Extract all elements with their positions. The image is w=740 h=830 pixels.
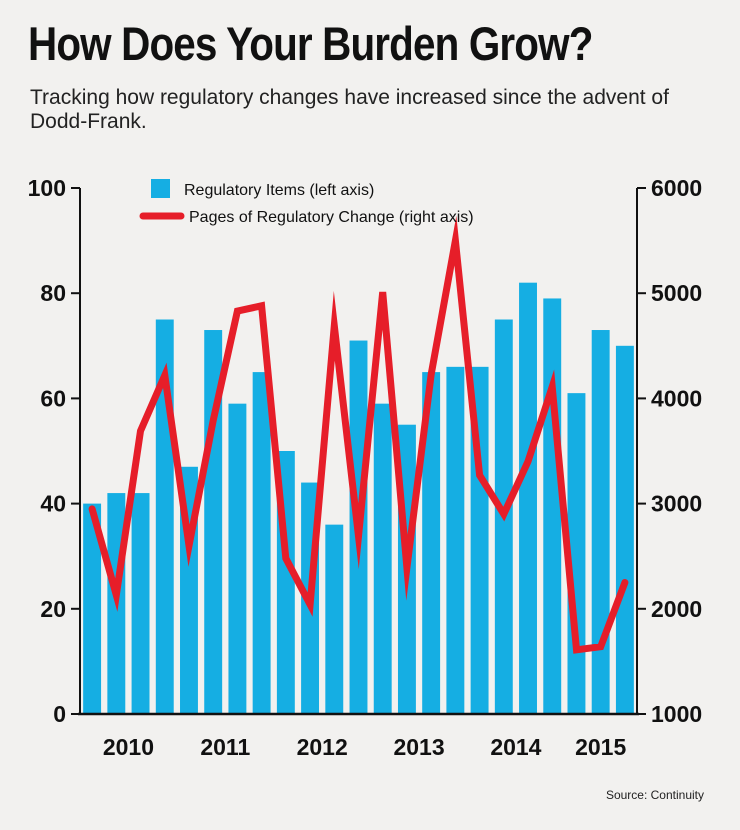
- line-group: [88, 215, 629, 654]
- right-axis-tick-label: 1000: [651, 701, 702, 727]
- right-axis-tick-label: 5000: [651, 280, 702, 306]
- x-axis-tick-label: 2015: [575, 734, 626, 760]
- x-axis-tick-label: 2011: [200, 734, 250, 760]
- bar: [543, 298, 562, 714]
- bar: [252, 372, 271, 714]
- legend-label-bars: Regulatory Items (left axis): [184, 182, 374, 199]
- bar: [325, 524, 344, 714]
- chart-subtitle: Tracking how regulatory changes have inc…: [30, 86, 669, 133]
- right-axis-tick-label: 6000: [651, 175, 702, 201]
- bar: [591, 330, 610, 714]
- source-note: Source: Continuity: [605, 788, 704, 802]
- bar: [228, 403, 247, 714]
- bar: [446, 366, 465, 714]
- bar: [131, 493, 150, 714]
- x-axis-tick-label: 2014: [490, 734, 541, 760]
- bar: [83, 503, 102, 714]
- left-axis-tick-label: 20: [40, 596, 66, 622]
- bar: [373, 403, 392, 714]
- left-axis-tick-label: 60: [40, 385, 66, 411]
- x-axis-tick-label: 2013: [393, 734, 444, 760]
- legend-swatch-bars: [151, 179, 170, 198]
- axes-group: 0 20 40 60 80 100 1000 2000 3000 4000 5000 6000 2010…: [28, 175, 703, 760]
- series-line: [88, 215, 629, 654]
- bars-group: [83, 282, 634, 714]
- left-axis-tick-label: 100: [28, 175, 66, 201]
- bar: [615, 345, 634, 714]
- chart-title: How Does Your Burden Grow?: [28, 17, 593, 70]
- bar: [519, 282, 537, 714]
- right-axis-tick-label: 2000: [651, 596, 702, 622]
- x-axis-tick-label: 2012: [297, 734, 348, 760]
- right-axis-tick-label: 3000: [651, 491, 702, 517]
- left-axis-tick-label: 80: [40, 280, 66, 306]
- x-axis-tick-label: 2010: [103, 734, 154, 760]
- right-axis-tick-label: 4000: [651, 385, 702, 411]
- left-axis-tick-label: 40: [40, 491, 66, 517]
- legend-label-line: Pages of Regulatory Change (right axis): [189, 209, 474, 226]
- bar: [422, 372, 441, 714]
- legend: Regulatory Items (left axis) Pages of Re…: [139, 179, 474, 226]
- left-axis-tick-label: 0: [53, 701, 66, 727]
